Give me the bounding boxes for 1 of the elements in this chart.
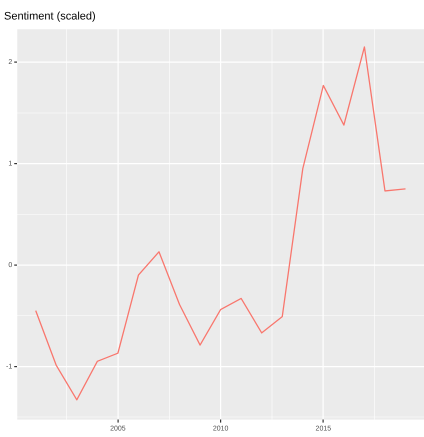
chart-title: Sentiment (scaled) <box>4 10 96 23</box>
